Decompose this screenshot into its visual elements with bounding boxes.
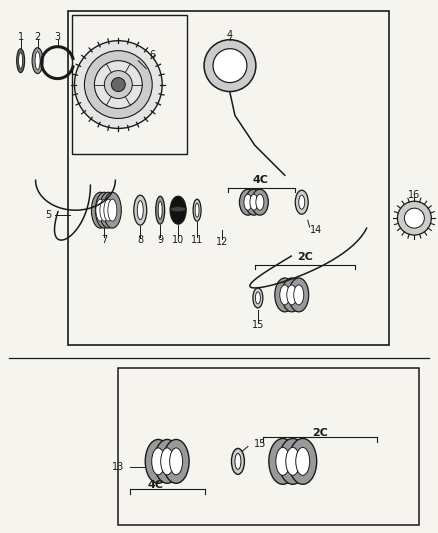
Ellipse shape bbox=[99, 192, 117, 228]
Text: 11: 11 bbox=[191, 235, 203, 245]
Circle shape bbox=[85, 51, 152, 118]
Ellipse shape bbox=[256, 194, 264, 210]
Ellipse shape bbox=[152, 448, 165, 475]
Ellipse shape bbox=[294, 285, 304, 305]
Text: 7: 7 bbox=[101, 235, 107, 245]
Text: 4C: 4C bbox=[253, 175, 269, 185]
Circle shape bbox=[213, 49, 247, 83]
Ellipse shape bbox=[19, 53, 23, 69]
Ellipse shape bbox=[251, 189, 268, 215]
Text: 3: 3 bbox=[54, 32, 60, 42]
Ellipse shape bbox=[170, 196, 186, 224]
Text: 15: 15 bbox=[254, 439, 266, 449]
Ellipse shape bbox=[296, 447, 310, 475]
Bar bbox=[118, 368, 419, 525]
Ellipse shape bbox=[170, 448, 183, 475]
Ellipse shape bbox=[96, 199, 105, 221]
Ellipse shape bbox=[275, 278, 295, 312]
Ellipse shape bbox=[280, 285, 290, 305]
Ellipse shape bbox=[279, 439, 307, 484]
Ellipse shape bbox=[244, 194, 252, 210]
Text: 12: 12 bbox=[216, 237, 228, 247]
Ellipse shape bbox=[104, 199, 113, 221]
Ellipse shape bbox=[35, 52, 40, 70]
Text: 2C: 2C bbox=[312, 429, 328, 439]
Text: 13: 13 bbox=[112, 462, 124, 472]
Bar bbox=[68, 11, 389, 345]
Ellipse shape bbox=[170, 207, 186, 212]
Ellipse shape bbox=[289, 278, 309, 312]
Text: 6: 6 bbox=[149, 50, 155, 60]
Ellipse shape bbox=[286, 447, 300, 475]
Ellipse shape bbox=[295, 190, 308, 214]
Text: 15: 15 bbox=[252, 320, 264, 330]
Text: 16: 16 bbox=[408, 190, 420, 200]
Ellipse shape bbox=[92, 192, 110, 228]
Bar bbox=[72, 15, 187, 155]
Ellipse shape bbox=[155, 196, 165, 224]
Ellipse shape bbox=[240, 189, 256, 215]
Ellipse shape bbox=[276, 447, 290, 475]
Circle shape bbox=[204, 40, 256, 92]
Text: 4C: 4C bbox=[147, 480, 163, 490]
Ellipse shape bbox=[103, 192, 121, 228]
Text: 1: 1 bbox=[18, 32, 24, 42]
Ellipse shape bbox=[231, 448, 244, 474]
Ellipse shape bbox=[154, 439, 180, 483]
Text: 4: 4 bbox=[227, 30, 233, 40]
Ellipse shape bbox=[255, 292, 260, 304]
Text: 10: 10 bbox=[172, 235, 184, 245]
Circle shape bbox=[404, 208, 424, 228]
Ellipse shape bbox=[158, 201, 162, 219]
Ellipse shape bbox=[17, 49, 25, 72]
Ellipse shape bbox=[100, 199, 109, 221]
Circle shape bbox=[397, 201, 431, 235]
Ellipse shape bbox=[137, 201, 143, 220]
Ellipse shape bbox=[253, 288, 263, 308]
Ellipse shape bbox=[250, 194, 258, 210]
Ellipse shape bbox=[193, 199, 201, 221]
Ellipse shape bbox=[299, 195, 305, 209]
Ellipse shape bbox=[32, 47, 43, 74]
Text: 8: 8 bbox=[137, 235, 143, 245]
Ellipse shape bbox=[195, 203, 199, 217]
Circle shape bbox=[104, 71, 132, 99]
Text: 9: 9 bbox=[157, 235, 163, 245]
Text: 14: 14 bbox=[310, 225, 322, 235]
Ellipse shape bbox=[161, 448, 173, 475]
Circle shape bbox=[111, 78, 125, 92]
Ellipse shape bbox=[282, 278, 302, 312]
Ellipse shape bbox=[145, 439, 171, 483]
Circle shape bbox=[95, 61, 142, 109]
Ellipse shape bbox=[134, 195, 147, 225]
Ellipse shape bbox=[95, 192, 113, 228]
Text: 5: 5 bbox=[46, 210, 52, 220]
Ellipse shape bbox=[163, 439, 189, 483]
Ellipse shape bbox=[269, 439, 297, 484]
Circle shape bbox=[74, 41, 162, 128]
Text: 2: 2 bbox=[35, 32, 41, 42]
Ellipse shape bbox=[108, 199, 117, 221]
Ellipse shape bbox=[245, 189, 262, 215]
Ellipse shape bbox=[287, 285, 297, 305]
Ellipse shape bbox=[289, 439, 317, 484]
Ellipse shape bbox=[235, 454, 241, 470]
Text: 2C: 2C bbox=[297, 252, 313, 262]
